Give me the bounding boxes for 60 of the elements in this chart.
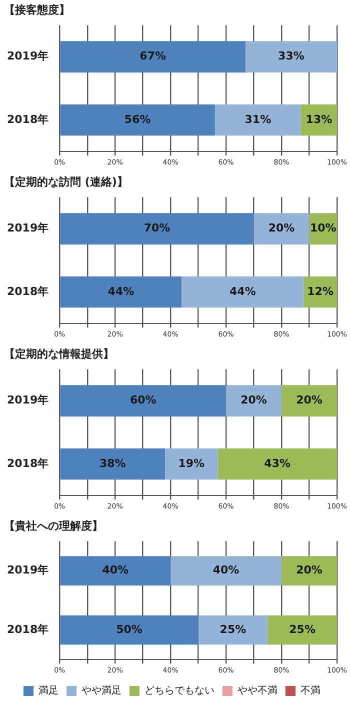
legend-label: 不満	[300, 684, 320, 697]
data-label: 31%	[244, 112, 272, 126]
data-label: 25%	[289, 622, 316, 636]
data-label: 20%	[296, 564, 322, 577]
data-label: 13%	[306, 112, 332, 126]
data-label: 40%	[212, 564, 240, 577]
y-tick-label: 2019年	[6, 394, 49, 407]
data-label: 44%	[108, 284, 134, 298]
y-tick-label: 2019年	[6, 222, 49, 235]
data-label: 20%	[296, 394, 322, 407]
y-tick-label: 2018年	[6, 622, 49, 636]
bar	[60, 615, 198, 645]
bar	[165, 448, 218, 480]
bar	[214, 104, 301, 136]
y-tick-label: 2019年	[6, 50, 49, 63]
bar	[282, 385, 337, 416]
y-tick-label: 2018年	[6, 456, 49, 470]
bar	[245, 41, 337, 72]
bar	[282, 556, 337, 586]
data-label: 67%	[140, 50, 166, 63]
chart-title: 【接客態度】	[4, 3, 70, 16]
bar	[226, 385, 282, 416]
data-label: 60%	[130, 394, 156, 407]
data-label: 50%	[116, 622, 142, 636]
chart-title: 【定期的な情報提供】	[4, 347, 114, 360]
data-label: 43%	[264, 456, 291, 470]
bar	[254, 213, 310, 244]
y-tick-label: 2018年	[6, 284, 49, 298]
data-label: 20%	[268, 222, 295, 235]
data-label: 20%	[240, 394, 267, 407]
data-label: 44%	[230, 284, 256, 298]
legend-label: どちらでもない	[144, 686, 214, 697]
legend-label: やや不満	[238, 684, 278, 697]
data-label: 40%	[102, 564, 129, 577]
data-label: 70%	[144, 222, 170, 235]
legend-label: 満足	[38, 684, 58, 697]
data-label: 56%	[124, 112, 151, 126]
chart-title: 【定期的な訪問 (連絡)】	[4, 175, 128, 188]
chart-title: 【貴社への理解度】	[4, 519, 103, 532]
y-tick-label: 2018年	[6, 112, 49, 126]
data-label: 10%	[310, 222, 336, 235]
data-label: 25%	[220, 622, 246, 636]
legend-label: やや満足	[82, 684, 122, 697]
data-label: 19%	[178, 456, 205, 470]
bar	[268, 615, 337, 645]
bar	[60, 276, 182, 308]
bar	[60, 41, 246, 72]
bar	[60, 448, 166, 480]
bar	[60, 556, 171, 586]
bar	[182, 276, 304, 308]
y-tick-label: 2019年	[6, 564, 49, 577]
bar	[198, 615, 268, 645]
bar	[60, 213, 254, 244]
bar	[60, 104, 215, 136]
bar	[170, 556, 282, 586]
bar	[218, 448, 337, 480]
data-label: 12%	[307, 284, 334, 298]
data-label: 33%	[278, 50, 304, 63]
bar	[60, 385, 226, 416]
data-label: 38%	[99, 456, 126, 470]
